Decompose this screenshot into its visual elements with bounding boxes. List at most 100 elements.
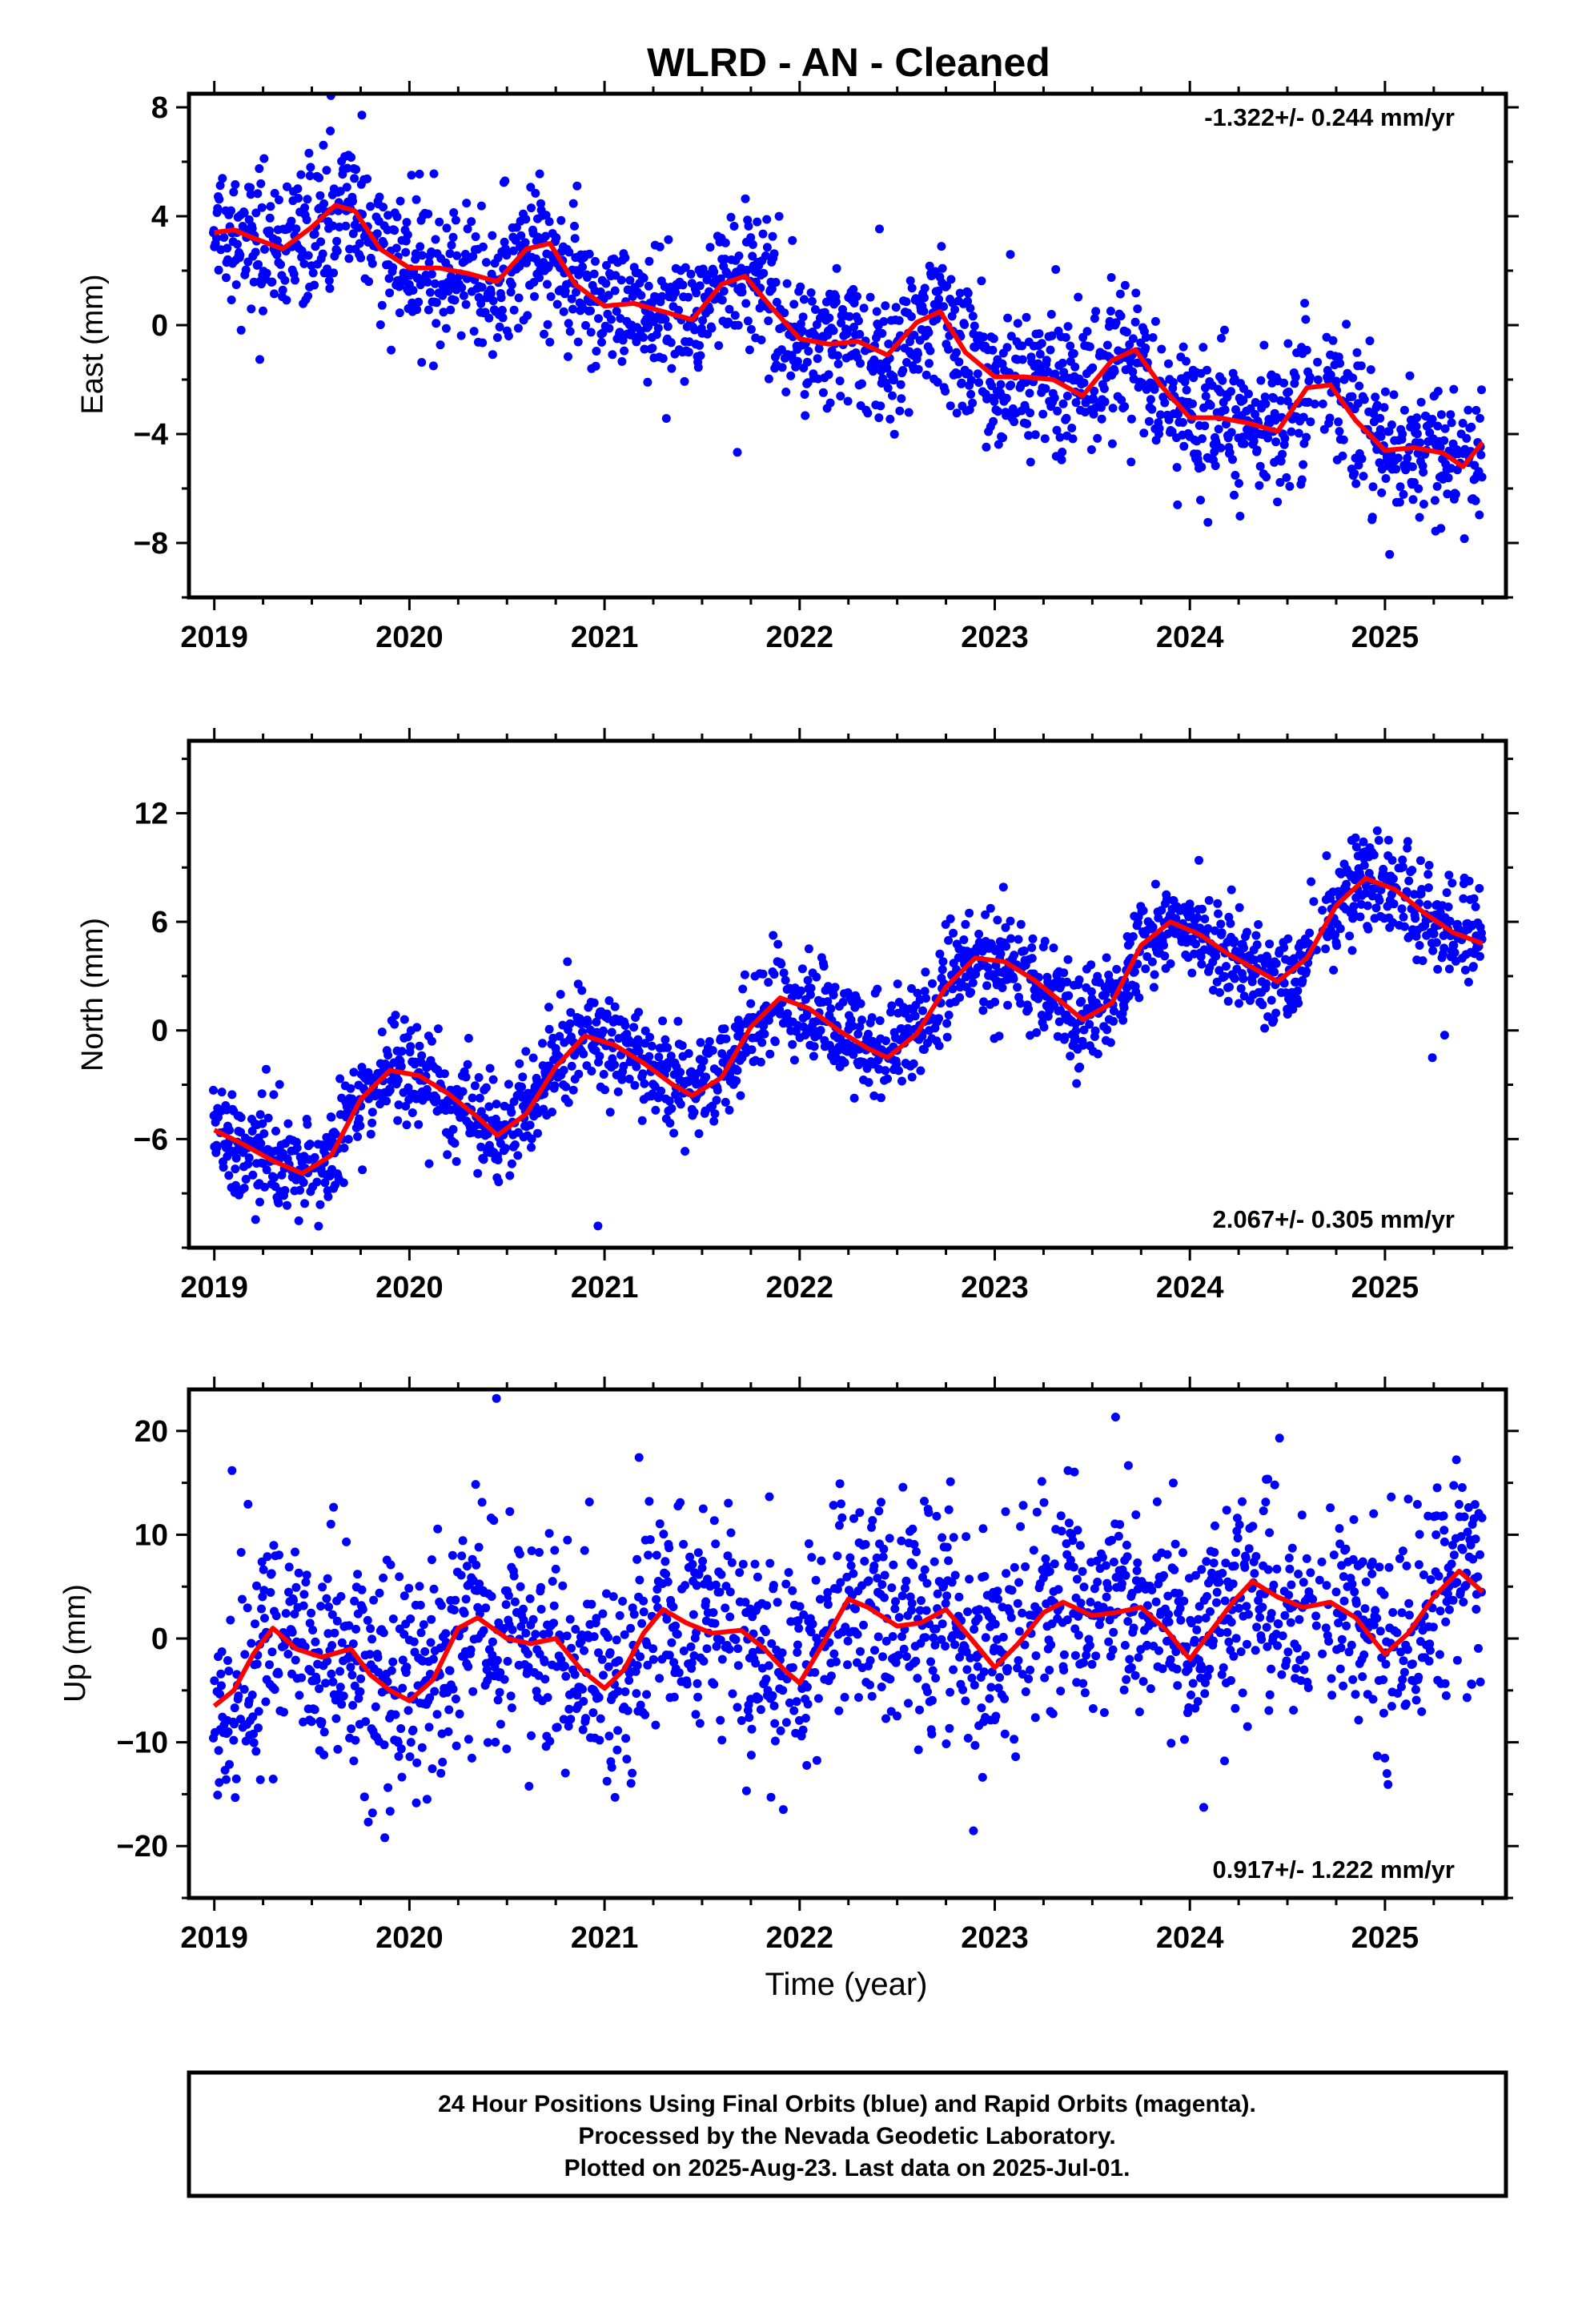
east-point-1083 — [942, 281, 952, 291]
north-point-1867 — [1471, 902, 1480, 911]
east-point-252 — [384, 274, 394, 283]
east-point-1472 — [1203, 365, 1211, 375]
north-point-283 — [400, 1015, 409, 1024]
north-point-1321 — [1102, 1025, 1112, 1035]
east-point-870 — [800, 390, 809, 399]
north-point-1616 — [1293, 986, 1303, 995]
east-point-1026 — [907, 312, 916, 321]
north-point-148 — [303, 1120, 312, 1129]
up-point-671 — [663, 1577, 673, 1586]
north-point-160 — [314, 1221, 323, 1231]
up-point-661 — [655, 1519, 665, 1529]
east-point-836 — [777, 363, 787, 372]
up-point-1023 — [915, 1705, 924, 1715]
east-point-241 — [375, 320, 385, 329]
east-point-1049 — [921, 370, 931, 380]
north-point-1703 — [1359, 861, 1369, 870]
up-point-498 — [540, 1675, 550, 1684]
up-point-427 — [491, 1738, 500, 1747]
up-point-865 — [802, 1683, 812, 1692]
east-point-753 — [726, 212, 736, 222]
north-point-469 — [528, 1053, 538, 1063]
up-point-903 — [831, 1657, 841, 1667]
up-point-443 — [502, 1744, 512, 1754]
north-point-1758 — [1399, 922, 1409, 931]
east-point-1247 — [1050, 369, 1060, 379]
east-point-812 — [762, 243, 772, 252]
north-point-821 — [769, 970, 779, 979]
up-point-243 — [373, 1653, 383, 1663]
east-point-1435 — [1178, 342, 1188, 352]
up-point-209 — [351, 1735, 360, 1745]
north-point-1756 — [1398, 862, 1407, 872]
up-point-737 — [709, 1516, 719, 1526]
north-point-99 — [271, 1126, 280, 1136]
north-point-208 — [346, 1084, 355, 1093]
up-point-645 — [642, 1690, 652, 1699]
up-point-197 — [344, 1621, 354, 1630]
east-point-723 — [705, 243, 715, 252]
north-rate-label: 2.067+/- 0.305 mm/yr — [1213, 1205, 1455, 1233]
east-point-257 — [388, 263, 398, 272]
east-point-1250 — [1052, 425, 1062, 435]
east-point-449 — [522, 258, 531, 267]
east-point-128 — [297, 246, 307, 255]
east-point-1270 — [1066, 341, 1075, 351]
north-point-756 — [725, 1105, 734, 1115]
east-point-874 — [802, 357, 812, 367]
east-point-86 — [267, 277, 277, 287]
north-point-1363 — [1130, 967, 1139, 976]
up-point-908 — [834, 1521, 844, 1530]
north-point-52 — [241, 1175, 251, 1184]
east-point-1732 — [1389, 390, 1399, 400]
north-point-117 — [283, 1200, 291, 1210]
east-point-1617 — [1299, 412, 1308, 422]
east-point-1090 — [946, 275, 956, 284]
north-point-924 — [838, 997, 848, 1007]
north-point-862 — [799, 1022, 809, 1031]
up-point-736 — [709, 1679, 719, 1689]
up-point-314 — [419, 1620, 428, 1630]
up-point-411 — [481, 1603, 491, 1613]
up-point-218 — [355, 1687, 365, 1696]
up-point-690 — [676, 1498, 685, 1507]
north-point-1100 — [961, 919, 970, 929]
up-point-1032 — [921, 1633, 930, 1642]
up-point-1066 — [942, 1739, 951, 1748]
up-point-372 — [456, 1570, 466, 1580]
up-point-505 — [545, 1736, 555, 1746]
north-point-674 — [665, 1096, 674, 1106]
north-point-1332 — [1109, 1007, 1118, 1015]
up-point-423 — [488, 1637, 497, 1647]
north-point-30 — [227, 1090, 237, 1100]
east-point-1265 — [1062, 413, 1071, 423]
north-point-893 — [819, 962, 829, 971]
up-point-361 — [448, 1684, 458, 1694]
up-point-134 — [302, 1570, 311, 1580]
east-point-735 — [714, 341, 724, 350]
up-point-76 — [263, 1552, 272, 1562]
up-point-970 — [878, 1552, 888, 1562]
east-point-590 — [618, 336, 628, 345]
up-point-631 — [632, 1661, 642, 1671]
east-point-59 — [249, 277, 259, 287]
north-point-869 — [804, 944, 813, 954]
east-point-876 — [804, 347, 813, 356]
up-point-115 — [289, 1595, 298, 1605]
east-point-1466 — [1198, 434, 1207, 444]
east-point-1283 — [1074, 292, 1083, 302]
east-point-1098 — [952, 348, 962, 357]
north-point-96 — [270, 1172, 279, 1182]
east-point-1496 — [1218, 376, 1227, 385]
north-point-498 — [544, 1003, 553, 1012]
east-point-1672 — [1348, 373, 1358, 383]
north-point-860 — [797, 964, 807, 974]
up-point-700 — [685, 1552, 695, 1562]
north-y-tick-label: 0 — [151, 1015, 168, 1048]
up-point-634 — [634, 1453, 644, 1462]
east-point-1141 — [982, 442, 991, 452]
north-point-1565 — [1258, 1000, 1267, 1010]
east-point-572 — [604, 324, 614, 333]
east-point-214 — [356, 253, 366, 263]
up-point-820 — [769, 1581, 778, 1590]
